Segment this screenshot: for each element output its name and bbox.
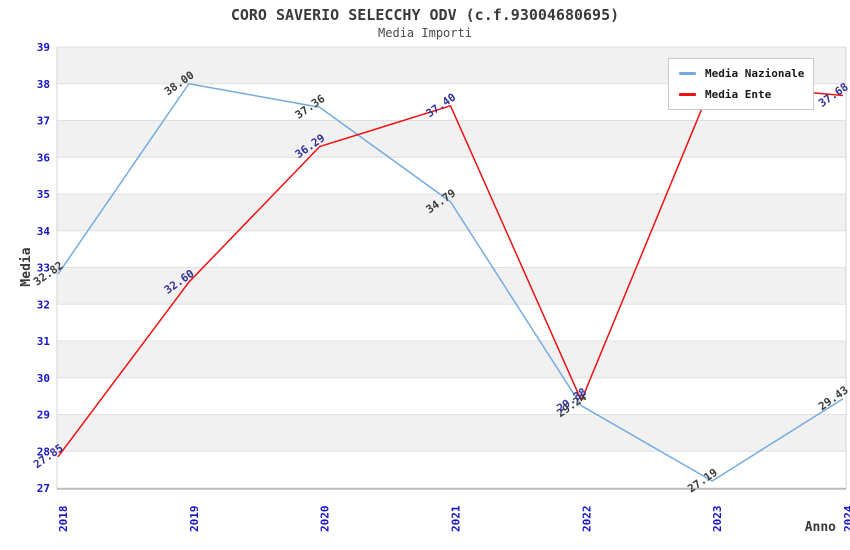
background-stripe: [57, 341, 846, 378]
x-tick-label: 2021: [450, 505, 463, 532]
x-axis-title: Anno: [805, 520, 836, 535]
y-tick-label: 32: [37, 298, 50, 311]
chart-subtitle: Media Importi: [378, 26, 472, 40]
y-tick-label: 29: [37, 409, 50, 422]
y-tick-label: 33: [37, 262, 50, 275]
x-tick-label: 2023: [711, 506, 724, 533]
legend-line-swatch-red-icon: [679, 93, 696, 96]
y-tick-label: 27: [37, 482, 50, 495]
x-tick-label: 2020: [319, 506, 332, 533]
y-tick-label: 34: [37, 225, 51, 238]
chart-title: CORO SAVERIO SELECCHY ODV (c.f.930046806…: [230, 6, 620, 24]
y-tick-label: 38: [37, 78, 50, 91]
x-tick-label: 2024: [842, 505, 850, 532]
y-tick-label: 31: [37, 335, 51, 348]
background-stripe: [57, 414, 846, 452]
background-stripe: [57, 267, 846, 305]
x-tick-label: 2018: [57, 506, 70, 533]
x-tick-label: 2022: [580, 506, 593, 533]
legend-item-media-ente: Media Ente: [679, 88, 803, 101]
background-stripe: [57, 120, 846, 158]
legend: Media Nazionale Media Ente: [668, 58, 814, 110]
point-label: 29.43: [816, 384, 850, 414]
y-tick-label: 39: [37, 41, 50, 54]
point-label: 27.19: [685, 466, 720, 496]
legend-item-media-nazionale: Media Nazionale: [679, 67, 805, 80]
point-label: 37.40: [424, 91, 459, 121]
y-axis-title: Media: [19, 247, 34, 286]
legend-line-swatch-blue-icon: [679, 72, 696, 75]
point-label: 37.36: [293, 92, 328, 122]
y-tick-label: 37: [37, 115, 50, 128]
y-tick-label: 30: [37, 372, 50, 385]
y-tick-label: 36: [37, 151, 51, 164]
point-label: 37.68: [816, 80, 850, 110]
y-tick-label: 35: [37, 188, 50, 201]
series-line-media-nazionale: [57, 83, 844, 482]
y-tick-label: 28: [37, 445, 50, 458]
x-tick-label: 2019: [188, 506, 201, 533]
legend-label-media-nazionale: Media Nazionale: [705, 67, 805, 80]
background-stripe: [57, 194, 846, 231]
legend-label-media-ente: Media Ente: [705, 88, 772, 101]
